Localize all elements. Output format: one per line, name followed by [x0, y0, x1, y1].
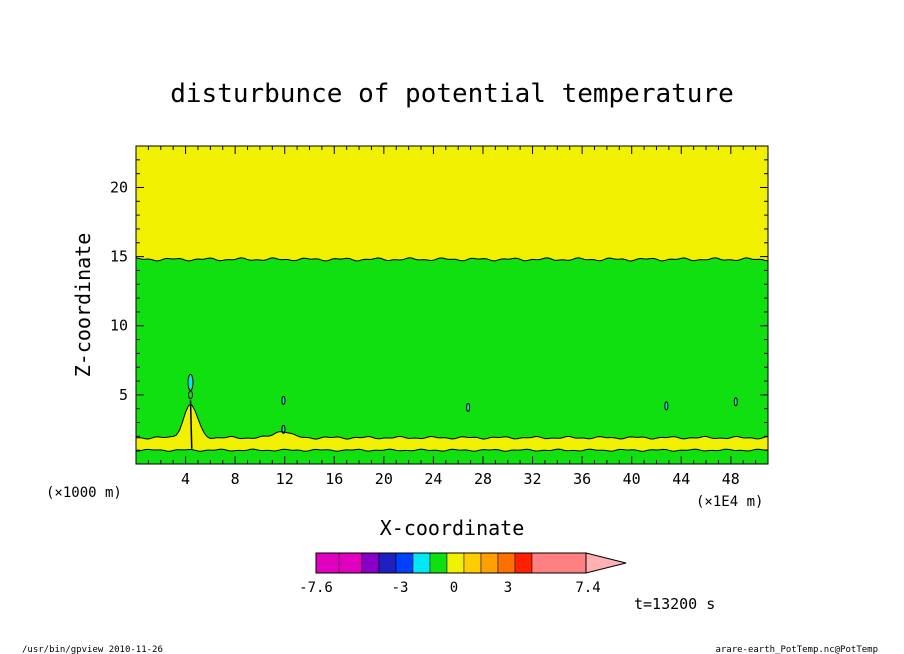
time-label: t=13200 s	[634, 595, 715, 613]
x-tick-label: 32	[524, 470, 542, 488]
colorbar-cell	[361, 552, 380, 574]
chart-title: disturbunce of potential temperature	[170, 79, 734, 109]
footer-left: /usr/bin/gpview 2010-11-26	[22, 645, 163, 654]
colorbar: -7.6 -3 0 3 7.4	[299, 552, 627, 596]
upper-contour-line	[135, 257, 769, 262]
x-tick-label: 12	[276, 470, 294, 488]
y-axis-label: Z-coordinate	[71, 233, 95, 378]
colorbar-cell	[429, 552, 448, 574]
green-region	[136, 257, 768, 464]
anomaly-small	[466, 402, 471, 412]
footer-right: arare-earth_PotTemp.nc@PotTemp	[715, 645, 878, 654]
colorbar-label: -3	[392, 580, 409, 596]
band-contour-bottom	[135, 448, 768, 452]
y-tick-label: 20	[110, 178, 128, 196]
colorbar-cell	[497, 552, 516, 574]
colorbar-label: 7.4	[575, 580, 600, 596]
x-tick-label: 44	[672, 470, 690, 488]
colorbar-cell	[480, 552, 499, 574]
lower-yellow-band	[136, 404, 768, 452]
colorbar-tip	[585, 552, 627, 574]
x-tick-label: 40	[623, 470, 641, 488]
colorbar-label: -7.6	[299, 580, 333, 596]
colorbar-cell	[514, 552, 533, 574]
x-tick-label: 8	[231, 470, 240, 488]
y-tick-label: 5	[119, 386, 128, 404]
x-axis-label: X-coordinate	[380, 516, 525, 540]
plot-frame	[135, 145, 769, 465]
colorbar-cell	[463, 552, 482, 574]
x-unit-right: (×1E4 m)	[696, 494, 763, 510]
colorbar-cell	[412, 552, 431, 574]
colorbar-cell	[338, 552, 363, 574]
x-tick-label: 20	[375, 470, 393, 488]
colorbar-cell	[316, 553, 339, 573]
anomaly-small	[664, 401, 669, 411]
anomalies	[187, 373, 738, 449]
x-tick-label: 28	[474, 470, 492, 488]
anomaly-peak	[187, 373, 194, 391]
anomaly-peak-inner	[188, 390, 194, 400]
band-contour-top	[135, 404, 769, 440]
x-tick-label: 4	[181, 470, 190, 488]
y-tick-label: 15	[110, 248, 128, 266]
anomaly-small	[733, 397, 738, 407]
bottom-green-layer	[136, 449, 768, 464]
colorbar-cell	[446, 552, 465, 574]
x-unit-left: (×1000 m)	[46, 485, 122, 501]
x-tick-label: 36	[573, 470, 591, 488]
x-tick-label: 24	[424, 470, 442, 488]
x-tick-label: 48	[722, 470, 740, 488]
anomaly-small	[281, 395, 286, 405]
x-tick-label: 16	[325, 470, 343, 488]
y-tick-label: 10	[110, 317, 128, 335]
anomaly-peak-stem	[189, 400, 193, 449]
colorbar-label: 3	[504, 580, 512, 596]
colorbar-cell	[395, 552, 414, 574]
colorbar-cell	[378, 552, 397, 574]
colorbar-cell	[531, 552, 587, 574]
colorbar-label: 0	[450, 580, 458, 596]
y-axis-ticks: 5 10 15 20	[110, 159, 768, 451]
x-axis-ticks: 4 8 12 16 20 24 28 32 36 40 44 48	[147, 146, 757, 488]
